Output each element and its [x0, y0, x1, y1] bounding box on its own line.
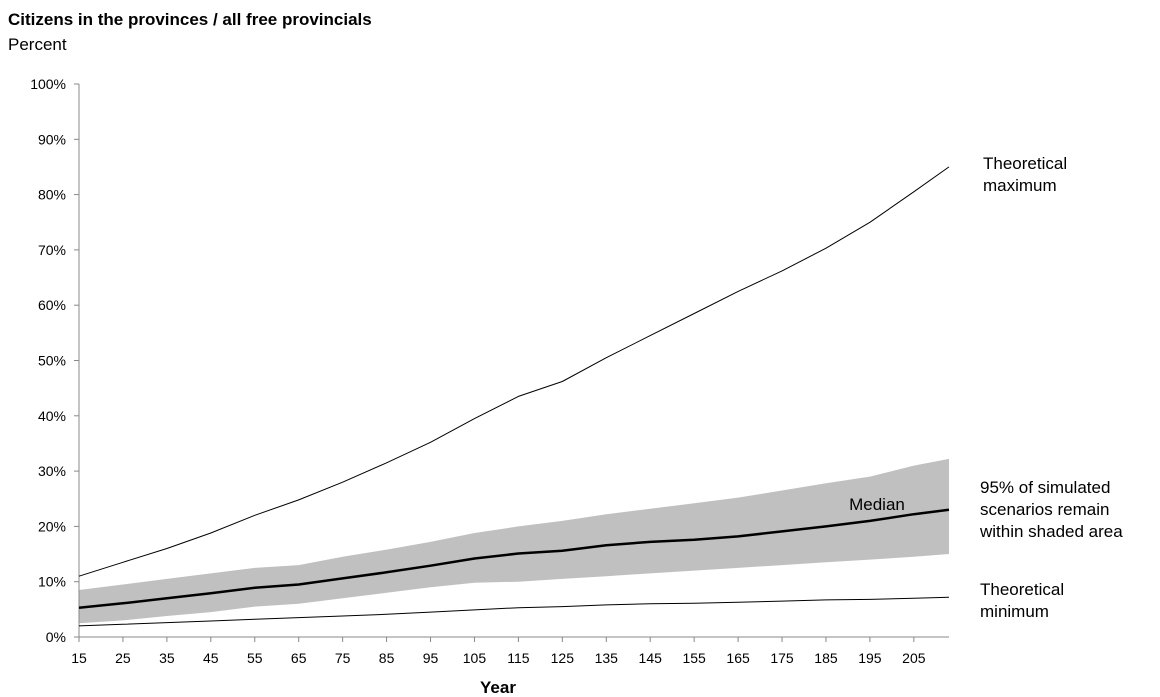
x-tick-label: 45 [203, 650, 219, 666]
confidence-band [79, 458, 949, 624]
y-tick-label: 90% [38, 131, 66, 147]
axis-layer: 0% 10% 20% 30% 40% 50% 60% 70% 80% 90% 100% 15 25 35 4… [30, 76, 949, 666]
theoretical-minimum-label-line: minimum [980, 602, 1049, 621]
x-tick-label: 15 [71, 650, 87, 666]
theoretical-minimum-line [78, 596, 950, 627]
theoretical-minimum-label: Theoretical minimum [980, 580, 1064, 621]
x-tick-label: 175 [770, 650, 794, 666]
x-tick-label: 185 [814, 650, 838, 666]
x-tick-label: 135 [595, 650, 619, 666]
theoretical-maximum-label-line: maximum [983, 176, 1057, 195]
x-tick-label: 85 [379, 650, 395, 666]
median-line [78, 508, 950, 609]
y-tick-label: 30% [38, 463, 66, 479]
x-tick-label: 75 [335, 650, 351, 666]
chart-subtitle: Percent [8, 35, 67, 54]
theoretical-maximum-label-line: Theoretical [983, 154, 1067, 173]
band-layer [79, 458, 949, 624]
y-tick-label: 50% [38, 353, 66, 369]
lines-layer [78, 166, 950, 627]
x-tick-label: 195 [858, 650, 882, 666]
x-tick-label: 105 [463, 650, 487, 666]
y-tick-label: 0% [46, 629, 66, 645]
band-label-line: 95% of simulated [980, 478, 1110, 497]
x-tick-label: 25 [115, 650, 131, 666]
y-tick-label: 70% [38, 242, 66, 258]
x-tick-label: 155 [682, 650, 706, 666]
y-tick-label: 10% [38, 574, 66, 590]
x-tick-label: 95 [423, 650, 439, 666]
x-tick-label: 115 [507, 650, 530, 666]
y-tick-label: 20% [38, 518, 66, 534]
band-label-line: within shaded area [979, 522, 1123, 541]
x-tick-label: 205 [902, 650, 926, 666]
x-tick-label: 35 [159, 650, 175, 666]
label-layer: Theoretical maximum 95% of simulated scenar… [849, 154, 1123, 621]
y-tick-label: 80% [38, 187, 66, 203]
x-axis-title: Year [480, 678, 516, 697]
band-label-line: scenarios remain [980, 500, 1109, 519]
band-label: 95% of simulated scenarios remain within s… [979, 478, 1123, 541]
x-tick-label: 55 [247, 650, 263, 666]
x-tick-label: 65 [291, 650, 307, 666]
chart-title: Citizens in the provinces / all free pro… [8, 10, 372, 29]
y-tick-label: 100% [30, 76, 66, 92]
theoretical-maximum-line [78, 166, 950, 577]
theoretical-minimum-label-line: Theoretical [980, 580, 1064, 599]
y-tick-label: 60% [38, 297, 66, 313]
x-tick-label: 125 [551, 650, 575, 666]
y-tick-label: 40% [38, 408, 66, 424]
x-tick-label: 145 [639, 650, 663, 666]
theoretical-maximum-label: Theoretical maximum [983, 154, 1067, 195]
median-label: Median [849, 495, 905, 514]
x-tick-label: 165 [726, 650, 750, 666]
